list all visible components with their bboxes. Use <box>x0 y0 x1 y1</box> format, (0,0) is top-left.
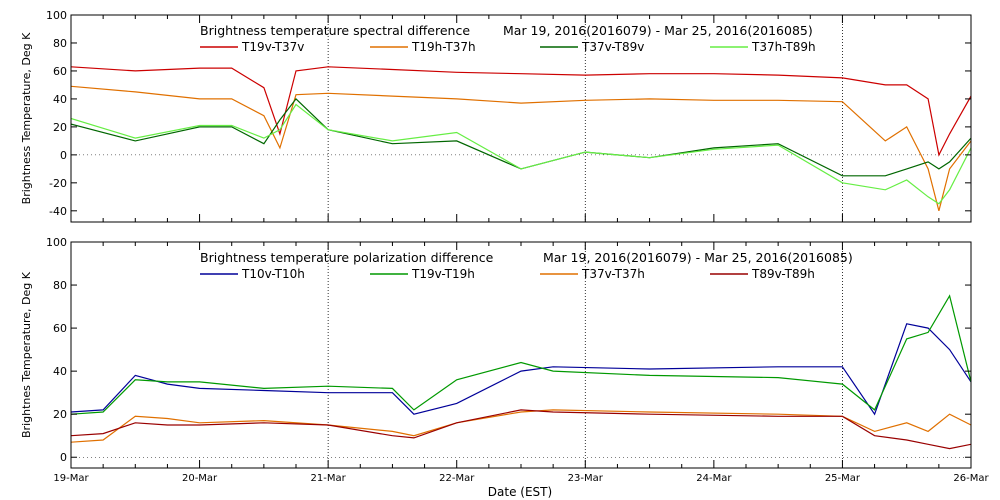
y-tick-label: 20 <box>53 408 67 421</box>
legend-label: T37h-T89h <box>751 40 816 54</box>
legend-label: T10v-T10h <box>241 267 305 281</box>
legend-label: T37v-T37h <box>581 267 645 281</box>
y-tick-label: 40 <box>53 93 67 106</box>
y-tick-label: 80 <box>53 37 67 50</box>
legend-label: T89v-T89h <box>751 267 815 281</box>
x-tick-label: 20-Mar <box>182 473 218 484</box>
y-tick-label: 40 <box>53 365 67 378</box>
panel-date-range: Mar 19, 2016(2016079) - Mar 25, 2016(201… <box>503 23 813 38</box>
y-axis-label: Brightnes Temperature, Deg K <box>20 271 33 438</box>
spectral-difference-panel: -40 -20 0 20 40 60 80 100 Brightness temperature… <box>20 9 972 223</box>
y-tick-label: -40 <box>49 205 67 218</box>
y-axis-label: Brightness Temperature, Deg K <box>20 32 33 204</box>
x-tick-label: 23-Mar <box>568 473 604 484</box>
x-tick-label: 21-Mar <box>311 473 347 484</box>
legend-label: T19v-T37v <box>241 40 304 54</box>
legend-label: T19v-T19h <box>411 267 475 281</box>
plot-frame <box>70 14 972 223</box>
x-tick-label: 25-Mar <box>825 473 861 484</box>
legend-label: T37v-T89v <box>581 40 644 54</box>
series-line-t19v-t19h <box>71 294 971 415</box>
x-tick-label: 19-Mar <box>53 473 89 484</box>
series-line-t19h-t37h <box>71 85 971 211</box>
series-line-t37v-t89v <box>71 98 971 177</box>
series-line-t37h-t89h <box>71 103 971 205</box>
y-tick-label: -20 <box>49 177 67 190</box>
y-tick-label: 0 <box>60 451 67 464</box>
y-tick-label: 20 <box>53 121 67 134</box>
y-tick-label: 60 <box>53 322 67 335</box>
x-tick-label: 24-Mar <box>696 473 732 484</box>
series-line-t37v-t37h <box>71 409 971 443</box>
series-line-t10v-t10h <box>71 323 971 416</box>
plot-frame <box>70 241 972 469</box>
y-tick-label: 100 <box>46 236 67 249</box>
panel-title: Brightness temperature spectral differen… <box>200 23 470 38</box>
polarization-difference-panel: 0 20 40 60 80 100 19-Mar 20-Mar 21-Mar 22-Mar 23-M… <box>20 236 989 484</box>
panel-date-range: Mar 19, 2016(2016079) - Mar 25, 2016(201… <box>543 250 853 265</box>
series-line-t19v-t37v <box>71 66 971 157</box>
x-tick-label: 22-Mar <box>439 473 475 484</box>
panel-title: Brightness temperature polarization diff… <box>200 250 494 265</box>
x-axis-label: Date (EST) <box>488 485 552 499</box>
y-tick-label: 100 <box>46 9 67 22</box>
legend-label: T19h-T37h <box>411 40 476 54</box>
y-tick-label: 0 <box>60 149 67 162</box>
y-tick-label: 80 <box>53 279 67 292</box>
x-tick-label: 26-Mar <box>953 473 989 484</box>
series-line-t89v-t89h <box>71 409 971 450</box>
y-tick-label: 60 <box>53 65 67 78</box>
